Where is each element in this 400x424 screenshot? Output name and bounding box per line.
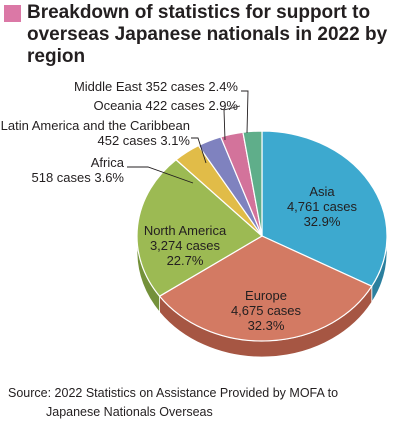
leader-line-oceania (223, 105, 241, 141)
label-asia: Asia 4,761 cases 32.9% (287, 184, 358, 229)
label-europe: Europe 4,675 cases 32.3% (231, 288, 302, 333)
pie-slice-middle-east (242, 130, 263, 237)
leader-line-latin-america-and-the-caribbean (191, 137, 207, 164)
pie-slices (136, 130, 388, 342)
leader-line-middle-east (241, 90, 249, 134)
label-latin-america-and-the-caribbean: Latin America and the Caribbean 452 cases… (1, 118, 191, 148)
chart-title: Breakdown of statistics for support to o… (27, 2, 388, 67)
slice-labels: Asia 4,761 cases 32.9% Europe 4,675 cases 32.… (1, 79, 358, 333)
source-line-1: Source: 2022 Statistics on Assistance Pr… (8, 386, 339, 400)
label-middle-east: Middle East 352 cases 2.4% (74, 79, 238, 94)
title-marker-square (4, 5, 21, 22)
pie-slice-europe (158, 235, 373, 342)
source-note: Source: 2022 Statistics on Assistance Pr… (8, 384, 396, 422)
label-africa: Africa 518 cases 3.6% (31, 155, 124, 185)
source-line-2: Japanese Nationals Overseas (46, 405, 213, 419)
leader-line-africa (127, 166, 194, 184)
pie-slice-asia (261, 130, 388, 287)
pie-slice-north-america (136, 158, 264, 297)
label-oceania: Oceania 422 cases 2.9% (93, 98, 238, 113)
label-north-america: North America 3,274 cases 22.7% (144, 223, 227, 268)
